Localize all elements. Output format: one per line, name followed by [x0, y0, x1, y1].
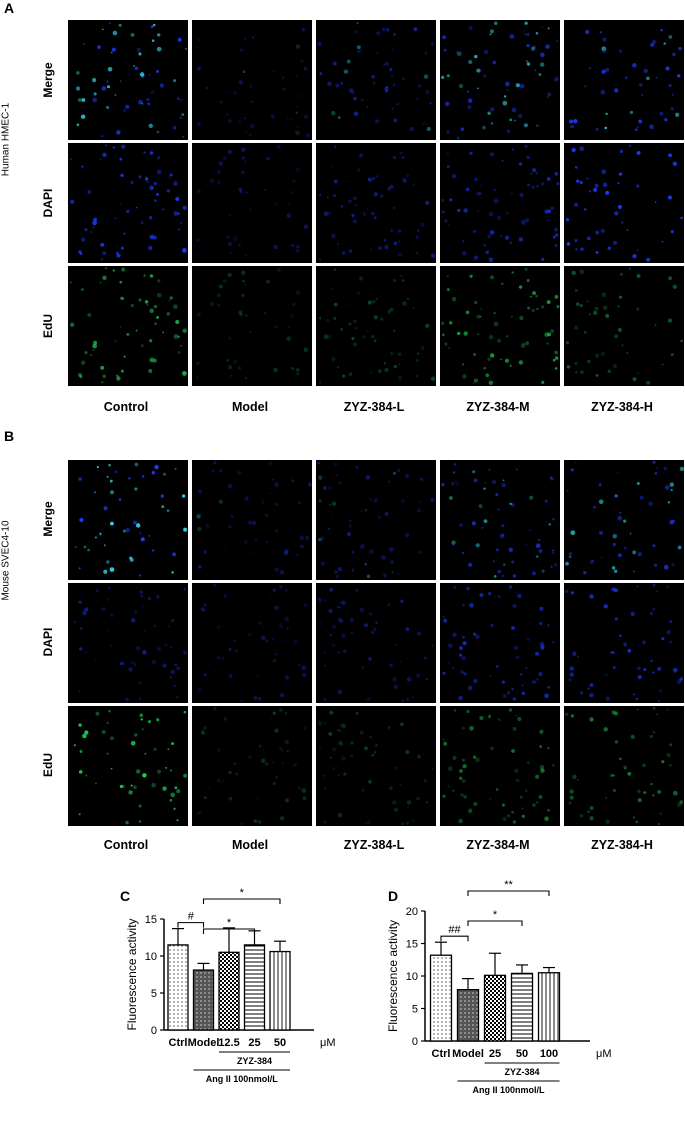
micrograph-a-merge-5 [564, 20, 684, 140]
micrograph-a-dapi-5 [564, 143, 684, 263]
micrograph-a-dapi-4 [440, 143, 560, 263]
panel-letter-c: C [120, 888, 131, 904]
micrograph-b-edu-3 [316, 706, 436, 826]
significance-label: ## [448, 924, 461, 936]
micrograph-a-edu-1 [68, 266, 188, 386]
micrograph-a-dapi-3 [316, 143, 436, 263]
drug-label: ZYZ-384 [237, 1056, 272, 1066]
micrograph-b-dapi-4 [440, 583, 560, 703]
col-label-b-l: ZYZ-384-L [343, 838, 405, 852]
micrograph-b-merge-3 [316, 460, 436, 580]
y-axis-label: Fluorescence activity [386, 920, 400, 1032]
y-tick-label: 0 [151, 1025, 157, 1037]
micrograph-b-dapi-5 [564, 583, 684, 703]
micrograph-a-merge-3 [316, 20, 436, 140]
micrograph-b-edu-2 [192, 706, 312, 826]
significance-bracket [177, 922, 205, 928]
micrograph-a-merge-1 [68, 20, 188, 140]
significance-label: ** [504, 879, 513, 891]
bar [483, 974, 507, 1042]
micrograph-a-dapi-2 [192, 143, 312, 263]
col-label-b-m: ZYZ-384-M [466, 838, 530, 852]
unit-label: μM [596, 1048, 612, 1060]
micrograph-a-edu-5 [564, 266, 684, 386]
bar [456, 989, 480, 1042]
panel-letter-a: A [4, 0, 15, 16]
col-label-a-model: Model [231, 400, 269, 414]
col-label-b-model: Model [231, 838, 269, 852]
micrograph-a-dapi-1 [68, 143, 188, 263]
x-tick-label: Ctrl [432, 1048, 451, 1060]
significance-bracket [202, 898, 281, 904]
col-label-b-h: ZYZ-384-H [591, 838, 653, 852]
condition-label: Ang II 100nmol/L [472, 1085, 545, 1095]
x-tick-label: 50 [516, 1048, 528, 1060]
significance-bracket [467, 890, 550, 896]
micrograph-b-dapi-1 [68, 583, 188, 703]
y-tick-label: 15 [145, 914, 157, 926]
unit-label: μM [320, 1037, 336, 1049]
x-tick-label: 100 [540, 1048, 558, 1060]
col-label-a-control: Control [103, 400, 149, 414]
micrograph-a-edu-3 [316, 266, 436, 386]
x-tick-label: 12.5 [218, 1037, 239, 1049]
significance-label: * [493, 909, 498, 921]
x-tick-label: Ctrl [169, 1037, 188, 1049]
micrograph-a-edu-2 [192, 266, 312, 386]
micrograph-b-edu-4 [440, 706, 560, 826]
micrograph-b-dapi-3 [316, 583, 436, 703]
micrograph-b-merge-4 [440, 460, 560, 580]
x-tick-label: Model [452, 1048, 484, 1060]
bar [537, 972, 561, 1042]
panel-letter-b: B [4, 428, 15, 444]
x-tick-label: 25 [248, 1037, 260, 1049]
significance-label: # [188, 911, 195, 923]
y-tick-label: 10 [145, 951, 157, 963]
bar [429, 954, 453, 1042]
y-tick-label: 10 [406, 971, 418, 983]
significance-label: * [240, 887, 245, 899]
col-label-a-l: ZYZ-384-L [343, 400, 405, 414]
micrograph-b-edu-5 [564, 706, 684, 826]
micrograph-a-merge-4 [440, 20, 560, 140]
y-tick-label: 0 [412, 1036, 418, 1048]
y-tick-label: 20 [406, 906, 418, 918]
micrograph-b-merge-5 [564, 460, 684, 580]
significance-bracket [202, 928, 256, 934]
col-label-a-h: ZYZ-384-H [591, 400, 653, 414]
y-tick-label: 15 [406, 939, 418, 951]
micrograph-a-merge-2 [192, 20, 312, 140]
bar [510, 972, 534, 1042]
x-tick-label: Model [188, 1037, 220, 1049]
y-tick-label: 5 [151, 988, 157, 1000]
col-label-b-control: Control [103, 838, 149, 852]
panel-letter-d: D [388, 888, 399, 904]
y-axis-label: Fluorescence activity [125, 918, 139, 1030]
x-tick-label: 50 [274, 1037, 286, 1049]
y-tick-label: 5 [412, 1004, 418, 1016]
significance-bracket [440, 935, 469, 942]
significance-label: * [227, 917, 232, 929]
micrograph-a-edu-4 [440, 266, 560, 386]
micrograph-b-merge-1 [68, 460, 188, 580]
condition-label: Ang II 100nmol/L [206, 1074, 279, 1084]
x-tick-label: 25 [489, 1048, 501, 1060]
micrograph-b-merge-2 [192, 460, 312, 580]
micrograph-b-edu-1 [68, 706, 188, 826]
col-label-a-m: ZYZ-384-M [466, 400, 530, 414]
significance-bracket [467, 920, 523, 926]
drug-label: ZYZ-384 [504, 1067, 539, 1077]
micrograph-b-dapi-2 [192, 583, 312, 703]
